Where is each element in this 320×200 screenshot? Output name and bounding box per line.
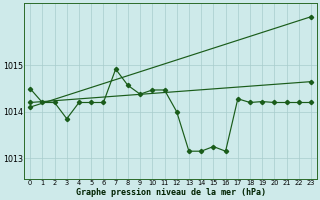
X-axis label: Graphe pression niveau de la mer (hPa): Graphe pression niveau de la mer (hPa) (76, 188, 266, 197)
